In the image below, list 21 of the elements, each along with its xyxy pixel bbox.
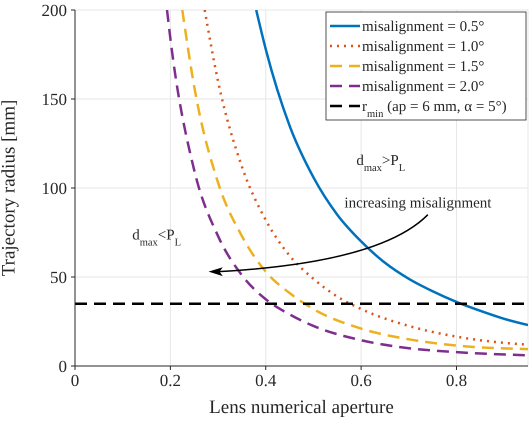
legend-label: misalignment = 2.0° [362,79,484,95]
line-series [254,10,528,326]
annotation: d$_{max}$>P$_{L}$ [356,152,406,174]
x-tick-label: 0.6 [350,371,372,390]
legend-label: misalignment = 1.0° [362,39,484,55]
y-tick-label: 50 [50,268,67,288]
annotation: increasing misalignment [344,196,492,212]
legend-label: misalignment = 0.5° [362,19,484,35]
annotation: d$_{max}$<P$_{L}$ [132,228,182,248]
y-tick-label: 150 [42,90,67,110]
y-tick-label: 100 [42,179,67,198]
y-tick-label: 0 [58,357,67,376]
legend-label: misalignment = 1.5° [362,59,484,75]
y-axis-title: Trajectory radius [mm] [0,100,20,276]
y-tick-label: 200 [42,1,67,20]
legend-label: r$_{min}$ (ap = 6 mm, α = 5°) [362,99,507,120]
x-tick-label: 0.2 [160,371,181,390]
x-axis-title: Lens numerical aperture [209,397,394,418]
x-tick-label: 0.8 [446,371,468,390]
x-tick-label: 0 [70,371,80,390]
x-tick-label: 0.4 [255,371,277,390]
